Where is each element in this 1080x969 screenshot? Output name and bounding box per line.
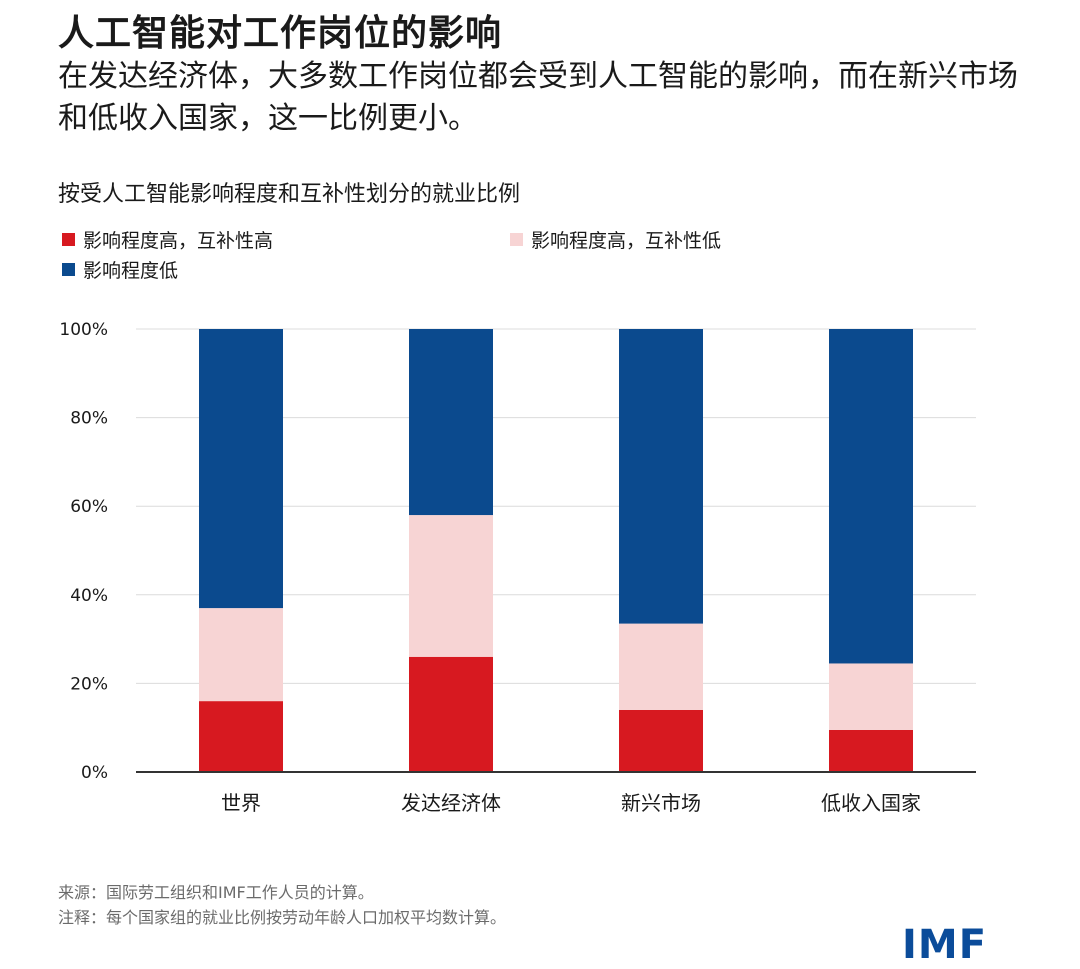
legend-swatch-high-low	[510, 233, 523, 246]
bar-segment-high-high	[619, 709, 703, 772]
x-tick-label: 低收入国家	[821, 791, 921, 815]
legend: 影响程度高，互补性高 影响程度高，互补性低 影响程度低	[58, 226, 1018, 286]
bar-segment-high-high	[409, 656, 493, 772]
bar-segment-high-high	[199, 701, 283, 772]
chart-title: 按受人工智能影响程度和互补性划分的就业比例	[58, 182, 521, 207]
bar-segment-low	[829, 329, 913, 664]
legend-item-high-high: 影响程度高，互补性高	[62, 226, 273, 253]
y-tick-label: 40%	[70, 586, 108, 606]
legend-label-high-high: 影响程度高，互补性高	[83, 230, 274, 252]
y-tick-label: 20%	[70, 674, 108, 694]
stacked-bar-chart: 0% 20% 40% 60% 80% 100% 世界 发达经济体 新兴市场 低收入国家	[59, 320, 976, 815]
legend-item-low: 影响程度低	[62, 256, 178, 283]
x-tick-label: 世界	[221, 791, 261, 815]
x-tick-label: 发达经济体	[401, 791, 501, 815]
page-subtitle: 在发达经济体，大多数工作岗位都会受到人工智能的影响，而在新兴市场和低收入国家，这…	[58, 59, 1018, 136]
bar-segment-high-low	[619, 623, 703, 710]
x-tick-label: 新兴市场	[621, 791, 701, 815]
source-note: 来源：国际劳工组织和IMF工作人员的计算。 注释：每个国家组的就业比例按劳动年龄…	[58, 880, 506, 930]
y-tick-label: 0%	[81, 763, 108, 783]
note-text: 注释：每个国家组的就业比例按劳动年龄人口加权平均数计算。	[58, 908, 507, 927]
legend-label-low: 影响程度低	[83, 260, 179, 282]
imf-logo: IMF	[902, 922, 988, 968]
legend-item-high-low: 影响程度高，互补性低	[510, 226, 721, 253]
bar-segment-low	[619, 329, 703, 624]
y-tick-label: 100%	[59, 320, 108, 340]
y-tick-label: 80%	[70, 409, 108, 429]
page-title: 人工智能对工作岗位的影响	[58, 13, 503, 54]
legend-label-high-low: 影响程度高，互补性低	[531, 230, 722, 252]
bar-segment-high-high	[829, 729, 913, 772]
legend-swatch-high-high	[62, 233, 75, 246]
y-tick-label: 60%	[70, 497, 108, 517]
legend-swatch-low	[62, 263, 75, 276]
bar-segment-low	[199, 329, 283, 609]
bar-segment-low	[409, 329, 493, 516]
source-text: 来源：国际劳工组织和IMF工作人员的计算。	[58, 883, 374, 902]
bar-segment-high-low	[199, 608, 283, 702]
bar-segment-high-low	[829, 663, 913, 730]
bar-segment-high-low	[409, 515, 493, 657]
